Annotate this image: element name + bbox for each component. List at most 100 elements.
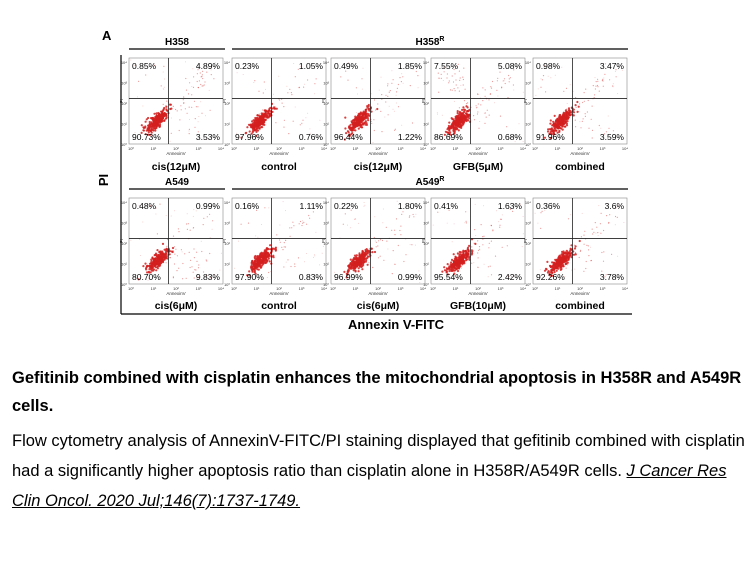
- cell-dot: [255, 235, 257, 237]
- cell-dot: [213, 78, 215, 80]
- cell-dot: [594, 77, 596, 79]
- caption-title: Gefitinib combined with cisplatin enhanc…: [12, 369, 742, 415]
- cell-dot: [506, 126, 508, 128]
- cell-dot: [540, 227, 542, 229]
- cell-dot: [490, 86, 492, 88]
- cell-dot: [192, 86, 195, 88]
- cell-dot: [397, 244, 399, 247]
- cell-dot: [192, 227, 194, 229]
- cell-dot: [150, 262, 152, 264]
- cell-dot: [499, 115, 502, 117]
- cell-dot: [354, 257, 357, 260]
- cell-dot: [260, 122, 263, 125]
- condition-label: cis(12μM): [354, 161, 402, 173]
- cell-dot: [279, 224, 281, 226]
- cell-dot: [608, 127, 610, 129]
- cell-dot: [552, 122, 555, 126]
- cell-dot: [417, 75, 419, 77]
- cell-dot: [375, 241, 377, 243]
- cell-dot: [489, 93, 491, 95]
- cell-dot: [592, 233, 594, 235]
- cell-dot: [165, 108, 168, 111]
- cell-dot: [446, 73, 448, 75]
- cell-dot: [195, 269, 197, 271]
- cell-dot: [563, 258, 566, 261]
- cell-dot: [348, 125, 351, 128]
- cell-dot: [458, 70, 460, 72]
- cell-dot: [343, 270, 346, 273]
- cell-dot: [176, 270, 178, 272]
- cell-dot: [279, 99, 281, 101]
- cell-dot: [300, 65, 302, 67]
- cell-dot: [322, 245, 324, 247]
- cell-dot: [157, 254, 160, 257]
- cell-dot: [615, 69, 617, 71]
- mini-y-tick-label: 10⁴: [224, 60, 230, 65]
- cell-dot: [144, 133, 147, 136]
- cell-dot: [601, 79, 604, 81]
- cell-dot: [468, 113, 471, 116]
- cell-dot: [558, 114, 561, 117]
- cell-dot: [186, 112, 188, 114]
- cell-dot: [157, 113, 161, 116]
- cell-dot: [145, 268, 148, 271]
- cell-dot: [155, 112, 158, 115]
- cell-dot: [400, 225, 402, 227]
- cell-dot: [595, 81, 597, 83]
- cell-dot: [463, 107, 465, 109]
- cell-dot: [160, 85, 162, 87]
- cell-dot: [154, 252, 158, 255]
- cell-dot: [206, 138, 208, 140]
- condition-label: cis(6μM): [155, 300, 198, 312]
- cell-dot: [459, 255, 463, 259]
- cell-dot: [446, 222, 448, 224]
- cell-dot: [500, 218, 502, 220]
- cell-dot: [361, 115, 364, 118]
- cell-dot: [566, 114, 568, 116]
- cell-dot: [583, 270, 585, 272]
- cell-dot: [151, 256, 154, 259]
- cell-dot: [166, 257, 169, 260]
- cell-dot: [255, 117, 258, 120]
- cell-dot: [455, 114, 458, 118]
- cell-dot: [508, 275, 510, 277]
- cell-dot: [551, 261, 554, 264]
- cell-dot: [257, 265, 260, 268]
- mini-x-tick-label: 10⁴: [321, 146, 327, 151]
- cell-dot: [583, 234, 585, 236]
- cell-dot: [202, 224, 204, 226]
- mini-y-tick-label: 10¹: [323, 122, 329, 127]
- cell-dot: [394, 229, 396, 231]
- cell-dot: [157, 265, 160, 268]
- cell-dot: [214, 274, 216, 276]
- cell-dot-cloud: [130, 59, 216, 142]
- mini-y-tick-label: 10⁰: [224, 142, 230, 147]
- cell-dot: [181, 251, 183, 253]
- cell-dot: [351, 264, 354, 267]
- cell-dot: [201, 74, 203, 76]
- cell-dot: [360, 263, 363, 266]
- cell-dot: [377, 103, 379, 105]
- cell-dot: [332, 67, 334, 69]
- cell-dot: [600, 232, 602, 234]
- cell-dot: [352, 269, 355, 272]
- cell-dot: [490, 240, 492, 242]
- cell-dot: [460, 124, 463, 128]
- cell-dot: [545, 268, 548, 271]
- cell-dot: [587, 245, 589, 247]
- cell-dot: [395, 102, 397, 104]
- cell-dot: [609, 79, 611, 81]
- cell-dot: [587, 99, 589, 102]
- mini-y-tick-label: 10⁰: [525, 282, 531, 287]
- cell-dot: [381, 239, 384, 242]
- cell-dot: [355, 254, 358, 257]
- cell-dot: [302, 222, 304, 224]
- cell-dot: [313, 254, 315, 256]
- cell-dot: [358, 261, 361, 264]
- cell-dot: [367, 257, 368, 259]
- citation-link[interactable]: J Cancer Res Clin Oncol. 2020 Jul;146(7)…: [12, 462, 727, 510]
- cell-dot: [477, 249, 480, 251]
- quadrant-upper-left-value: 0.41%: [434, 201, 459, 211]
- cell-dot: [288, 133, 290, 135]
- cell-dot: [162, 71, 164, 73]
